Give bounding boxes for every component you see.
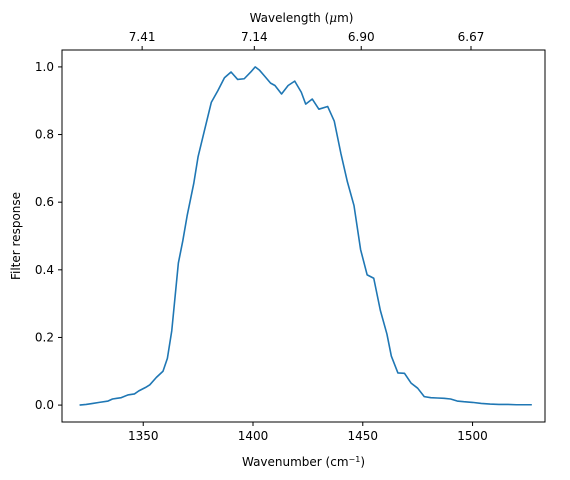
y-tick-label: 1.0	[35, 60, 54, 74]
y-tick-label: 0.8	[35, 128, 54, 142]
top-tick-label: 6.67	[458, 30, 485, 44]
series-line	[79, 66, 532, 406]
top-tick-label: 6.90	[348, 30, 375, 44]
top-axis-label: Wavelength (μm)	[250, 11, 354, 25]
x-tick-label: 1500	[457, 429, 488, 443]
x-tick-label: 1350	[128, 429, 159, 443]
x-tick-label: 1400	[238, 429, 269, 443]
y-axis-label: Filter response	[9, 192, 23, 280]
plot-frame	[61, 49, 546, 423]
x-tick-label: 1450	[348, 429, 379, 443]
series-layer	[79, 66, 532, 406]
tick-layer: 1350 1400 1450 1500 0.0 0.2 0.4 0.6 0.8 1.0 7.41 7.…	[35, 30, 488, 443]
top-tick-label: 7.41	[129, 30, 156, 44]
y-tick-label: 0.2	[35, 330, 54, 344]
x-axis-label: Wavenumber (cm−1)	[242, 455, 365, 470]
y-tick-label: 0.4	[35, 263, 54, 277]
y-tick-label: 0.6	[35, 195, 54, 209]
y-tick-label: 0.0	[35, 398, 54, 412]
top-tick-label: 7.14	[241, 30, 268, 44]
